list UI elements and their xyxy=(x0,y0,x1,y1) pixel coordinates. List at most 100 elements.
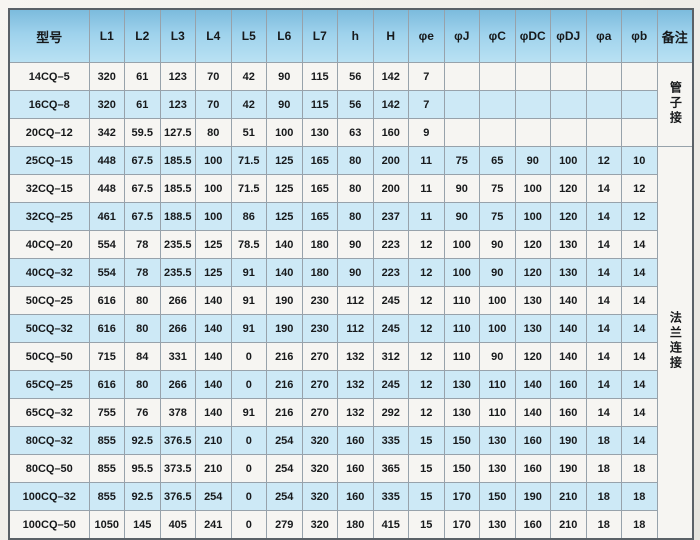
cell-value: 67.5 xyxy=(124,202,161,231)
cell-value: 59.5 xyxy=(124,118,161,147)
cell-value: 125 xyxy=(195,230,232,259)
cell-value xyxy=(514,62,551,91)
cell-value: 7 xyxy=(408,62,445,91)
cell-value: 165 xyxy=(301,202,338,231)
cell-value: 78 xyxy=(124,258,161,287)
col-header-l1: L1 xyxy=(88,8,125,63)
cell-value: 245 xyxy=(372,286,409,315)
col-header-l6: L6 xyxy=(266,8,303,63)
table-row: 80CQ–32 855 92.5 376.5 210 0 254 320 160 335 15 150… xyxy=(8,426,693,455)
cell-value: 223 xyxy=(372,230,409,259)
cell-value: 448 xyxy=(88,174,125,203)
cell-value: 80 xyxy=(124,370,161,399)
table-row: 50CQ–25 616 80 266 140 91 190 230 112 245 12 110 100… xyxy=(8,286,693,315)
cell-model: 80CQ–50 xyxy=(8,454,90,483)
cell-value: 12 xyxy=(621,174,658,203)
cell-value: 100 xyxy=(195,146,232,175)
cell-value: 80 xyxy=(124,286,161,315)
cell-model: 14CQ–5 xyxy=(8,62,90,91)
cell-value: 230 xyxy=(301,314,338,343)
cell-value: 160 xyxy=(550,398,587,427)
cell-value: 170 xyxy=(443,482,480,511)
cell-value: 14 xyxy=(621,398,658,427)
cell-value: 12 xyxy=(408,342,445,371)
cell-value: 0 xyxy=(230,482,267,511)
cell-value: 292 xyxy=(372,398,409,427)
cell-value: 90 xyxy=(266,90,303,119)
cell-value: 90 xyxy=(479,230,516,259)
remark-label: 管子接 xyxy=(668,80,683,126)
cell-value: 0 xyxy=(230,426,267,455)
cell-value: 67.5 xyxy=(124,174,161,203)
cell-value: 365 xyxy=(372,454,409,483)
cell-value: 100 xyxy=(195,202,232,231)
cell-value: 132 xyxy=(337,370,374,399)
cell-value: 14 xyxy=(621,286,658,315)
col-header-c: φC xyxy=(479,8,516,63)
cell-value: 254 xyxy=(266,454,303,483)
cell-value: 190 xyxy=(514,482,551,511)
cell-value: 86 xyxy=(230,202,267,231)
cell-value xyxy=(585,118,622,147)
cell-value: 12 xyxy=(408,230,445,259)
cell-model: 100CQ–32 xyxy=(8,482,90,511)
cell-value: 140 xyxy=(195,398,232,427)
cell-value: 100 xyxy=(479,314,516,343)
cell-value: 90 xyxy=(479,342,516,371)
cell-value: 235.5 xyxy=(159,230,196,259)
cell-value: 140 xyxy=(550,286,587,315)
cell-value: 120 xyxy=(514,258,551,287)
cell-value: 185.5 xyxy=(159,174,196,203)
table-row: 100CQ–50 1050 145 405 241 0 279 320 180 415 15 170 1… xyxy=(8,510,693,540)
cell-value xyxy=(443,62,480,91)
cell-model: 25CQ–15 xyxy=(8,146,90,175)
cell-value: 100 xyxy=(266,118,303,147)
table-row: 40CQ–20 554 78 235.5 125 78.5 140 180 90 223 12 100… xyxy=(8,230,693,259)
col-header-h: H xyxy=(372,8,409,63)
col-header-l2: L2 xyxy=(124,8,161,63)
cell-value: 75 xyxy=(443,146,480,175)
cell-value: 14 xyxy=(585,342,622,371)
cell-value: 63 xyxy=(337,118,374,147)
cell-value: 320 xyxy=(88,90,125,119)
cell-value: 90 xyxy=(337,258,374,287)
cell-value: 170 xyxy=(443,510,480,540)
cell-value: 80 xyxy=(337,146,374,175)
cell-value: 115 xyxy=(301,90,338,119)
cell-value: 100 xyxy=(550,146,587,175)
cell-value: 210 xyxy=(195,426,232,455)
cell-value: 95.5 xyxy=(124,454,161,483)
cell-value: 200 xyxy=(372,146,409,175)
cell-value: 14 xyxy=(621,230,658,259)
cell-value xyxy=(550,90,587,119)
cell-value: 254 xyxy=(266,426,303,455)
cell-value: 18 xyxy=(621,454,658,483)
cell-value: 373.5 xyxy=(159,454,196,483)
cell-value: 0 xyxy=(230,370,267,399)
cell-model: 100CQ–50 xyxy=(8,510,90,540)
cell-value: 210 xyxy=(195,454,232,483)
cell-value: 461 xyxy=(88,202,125,231)
cell-value: 165 xyxy=(301,146,338,175)
cell-value: 14 xyxy=(621,426,658,455)
cell-value: 554 xyxy=(88,258,125,287)
cell-value: 216 xyxy=(266,370,303,399)
col-header-h: h xyxy=(337,8,374,63)
table-row: 32CQ–15 448 67.5 185.5 100 71.5 125 165 80 200 11 9… xyxy=(8,174,693,203)
table-row: 32CQ–25 461 67.5 188.5 100 86 125 165 80 237 11 90 7… xyxy=(8,202,693,231)
cell-value: 100 xyxy=(195,174,232,203)
cell-value: 188.5 xyxy=(159,202,196,231)
cell-value: 130 xyxy=(550,258,587,287)
cell-value: 160 xyxy=(550,370,587,399)
cell-value: 0 xyxy=(230,510,267,540)
table-row: 16CQ–8 320 61 123 70 42 90 115 56 142 7 xyxy=(8,90,693,119)
cell-value: 12 xyxy=(408,398,445,427)
cell-value: 320 xyxy=(301,426,338,455)
table-body: 14CQ–5 320 61 123 70 42 90 115 56 142 7 管子接 16CQ–8 32… xyxy=(8,62,694,540)
cell-value: 71.5 xyxy=(230,174,267,203)
cell-value: 235.5 xyxy=(159,258,196,287)
table-row: 40CQ–32 554 78 235.5 125 91 140 180 90 223 12 100 90… xyxy=(8,258,693,287)
cell-value: 67.5 xyxy=(124,146,161,175)
cell-value: 14 xyxy=(585,174,622,203)
